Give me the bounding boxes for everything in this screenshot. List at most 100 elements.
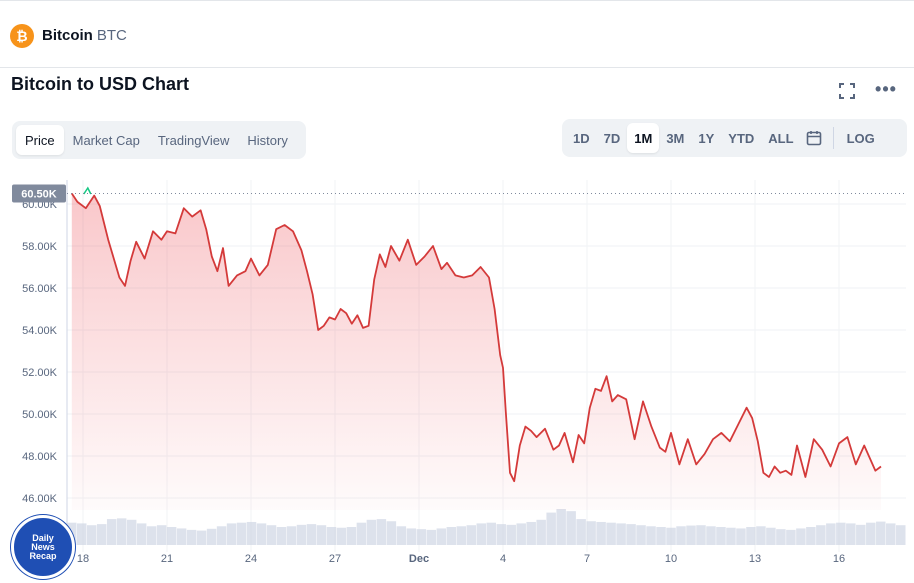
x-tick-label: 4 (500, 553, 506, 565)
tab-tradingview[interactable]: TradingView (157, 132, 230, 148)
volume-bar (526, 521, 536, 545)
x-tick-label: 24 (245, 553, 257, 565)
volume-bar (296, 524, 307, 545)
volume-bar (656, 527, 666, 545)
volume-bar (356, 522, 367, 545)
volume-bar (666, 527, 676, 545)
x-tick-label: 10 (665, 553, 677, 565)
tab-market-cap[interactable]: Market Cap (72, 132, 140, 148)
volume-bar (776, 529, 786, 545)
tab-divider (832, 127, 834, 149)
volume-bar (886, 523, 896, 545)
range-7d[interactable]: 7D (603, 130, 621, 146)
volume-bar (556, 509, 566, 545)
volume-bar (386, 521, 397, 545)
volume-bar (136, 523, 147, 545)
volume-bar (286, 526, 297, 545)
volume-bar (576, 519, 586, 545)
volume-bar (786, 529, 796, 545)
volume-bar (596, 521, 606, 545)
volume-bar (606, 522, 616, 545)
volume-bar (276, 527, 287, 545)
more-options-button[interactable]: ••• (874, 80, 898, 102)
range-all[interactable]: ALL (768, 130, 794, 146)
volume-bar (816, 525, 826, 545)
volume-bar (826, 523, 836, 545)
fullscreen-button[interactable] (836, 80, 858, 102)
daily-news-recap-button[interactable]: Daily News Recap (11, 515, 75, 579)
chart-title: Bitcoin to USD Chart (11, 74, 189, 94)
volume-bar (546, 512, 556, 545)
volume-bar (536, 519, 546, 545)
y-tick-label: 48.00K (22, 451, 58, 463)
y-tick-label: 56.00K (22, 283, 58, 295)
volume-bar (706, 526, 716, 545)
volume-bar (226, 523, 237, 545)
volume-bar (726, 527, 736, 545)
volume-bar (766, 527, 776, 545)
volume-bar (626, 524, 636, 545)
range-1y[interactable]: 1Y (698, 130, 715, 146)
volume-bar (316, 525, 327, 545)
x-tick-label: Dec (409, 553, 429, 565)
log-scale-toggle[interactable]: LOG (846, 130, 875, 146)
volume-bar (376, 519, 387, 545)
x-tick-label: 13 (749, 553, 761, 565)
x-tick-label: 18 (77, 553, 89, 565)
coin-header: ₿ Bitcoin BTC (0, 0, 914, 68)
current-price-label: 60.50K (21, 189, 57, 201)
price-chart[interactable]: 60.00K58.00K56.00K54.00K52.00K50.00K48.0… (0, 180, 914, 583)
range-1m[interactable]: 1M (627, 123, 660, 153)
volume-bar (516, 523, 526, 545)
news-badge-line-3: Recap (29, 550, 57, 561)
more-icon: ••• (875, 79, 897, 99)
volume-bar (106, 519, 117, 545)
volume-bar (406, 528, 417, 545)
news-badge-line-2: News (31, 541, 55, 552)
volume-bar (166, 527, 177, 545)
date-range-picker-button[interactable] (801, 123, 827, 153)
volume-bar (486, 522, 496, 545)
volume-bar (196, 530, 207, 545)
volume-bar (616, 523, 626, 545)
y-tick-label: 58.00K (22, 241, 58, 253)
volume-bar (856, 524, 866, 545)
coin-name-label: Bitcoin (42, 27, 93, 44)
calendar-icon (806, 131, 821, 146)
volume-bar (866, 522, 876, 545)
y-tick-label: 46.00K (22, 493, 58, 505)
volume-bar (566, 511, 576, 545)
time-range-tabs: 1D 7D 1M 3M 1Y YTD ALL LOG (562, 119, 907, 157)
volume-bar (236, 522, 247, 545)
x-tick-label: 21 (161, 553, 173, 565)
volume-bar (366, 519, 377, 545)
volume-bar (896, 525, 906, 545)
volume-bar (86, 525, 97, 545)
volume-bar (646, 526, 656, 545)
range-3m[interactable]: 3M (666, 130, 685, 146)
tab-price[interactable]: Price (16, 125, 64, 155)
volume-bar (176, 528, 187, 545)
range-ytd[interactable]: YTD (728, 130, 755, 146)
coin-symbol: BTC (96, 27, 127, 44)
volume-bar (796, 528, 806, 545)
uptick-marker (83, 186, 92, 195)
volume-bar (156, 525, 167, 545)
volume-bar (416, 529, 427, 545)
volume-bar (206, 528, 217, 545)
volume-bar (146, 526, 157, 545)
range-1d[interactable]: 1D (573, 130, 590, 146)
volume-bar (846, 523, 856, 545)
volume-bar (736, 528, 746, 545)
fullscreen-icon (839, 83, 855, 99)
volume-bar (446, 527, 457, 545)
current-price-badge (12, 184, 66, 203)
coin-name[interactable]: Bitcoin BTC (42, 27, 127, 44)
volume-bar (76, 523, 87, 545)
volume-bar (806, 527, 816, 545)
volume-bar (96, 524, 107, 545)
tab-history[interactable]: History (247, 132, 288, 148)
y-tick-label: 50.00K (22, 409, 58, 421)
y-tick-label: 54.00K (22, 325, 58, 337)
volume-bar (436, 528, 447, 545)
